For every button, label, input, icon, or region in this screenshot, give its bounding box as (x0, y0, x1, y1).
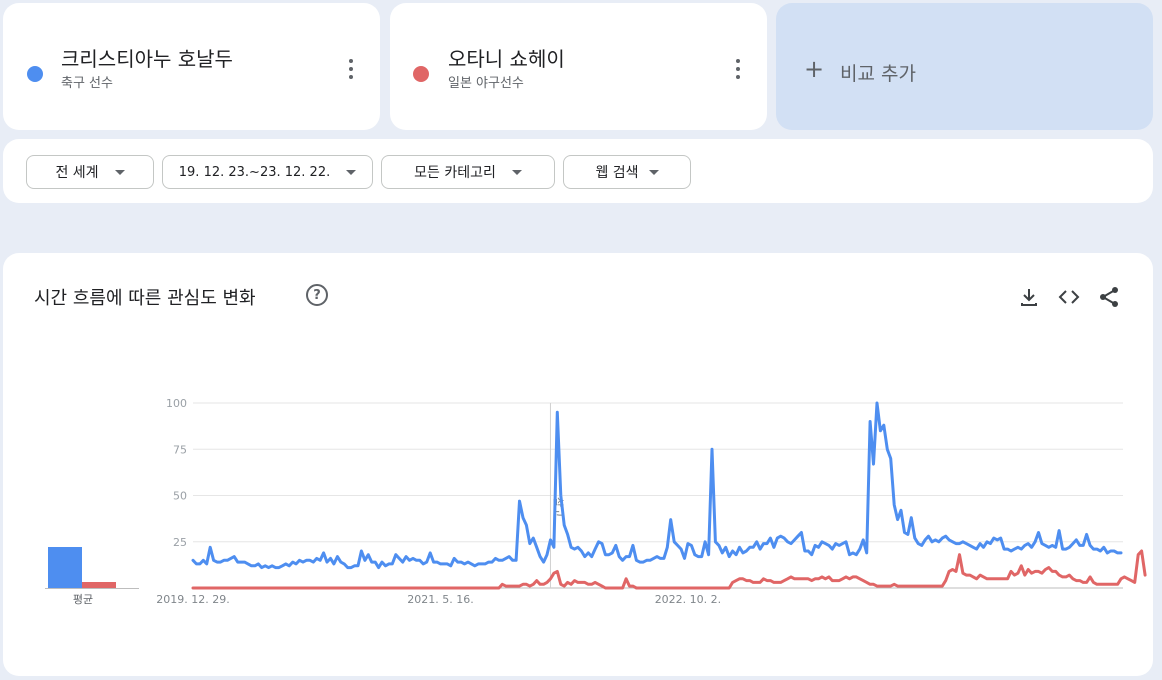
add-comparison-label: 비교 추가 (840, 63, 916, 85)
category-dropdown[interactable]: 모든 카테고리 (381, 155, 555, 189)
term-subtitle: 일본 야구선수 (448, 76, 524, 91)
dropdown-arrow-icon (648, 169, 659, 175)
average-baseline (45, 588, 139, 589)
dropdown-arrow-icon (114, 169, 125, 175)
y-tick-label: 100 (166, 397, 187, 410)
more-vert-icon[interactable] (343, 57, 359, 81)
time-range-dropdown[interactable]: 19. 12. 23.~23. 12. 22. (162, 155, 373, 189)
dropdown-arrow-icon (511, 169, 522, 175)
x-tick-label: 2022. 10. 2. (655, 593, 721, 606)
plus-icon: + (804, 55, 825, 83)
category-label: 모든 카테고리 (414, 165, 496, 181)
x-tick-label: 2021. 5. 16. (407, 593, 473, 606)
time-range-label: 19. 12. 23.~23. 12. 22. (178, 164, 331, 180)
share-icon[interactable] (1098, 286, 1120, 308)
embed-code-icon[interactable] (1058, 286, 1080, 308)
more-vert-icon[interactable] (730, 57, 746, 81)
term-name[interactable]: 오타니 쇼헤이 (448, 47, 565, 71)
add-comparison-button[interactable]: + 비교 추가 (776, 3, 1153, 130)
average-bar-ronaldo (48, 547, 82, 588)
term-color-dot (27, 66, 43, 82)
x-tick-label: 2019. 12. 29. (156, 593, 229, 606)
search-type-label: 웹 검색 (595, 165, 639, 181)
help-icon[interactable]: ? (306, 284, 328, 306)
y-tick-label: 50 (173, 490, 187, 503)
term-name[interactable]: 크리스티아누 호날두 (61, 47, 233, 71)
y-tick-label: 25 (173, 536, 187, 549)
average-label: 평균 (72, 593, 94, 606)
region-dropdown[interactable]: 전 세계 (26, 155, 154, 189)
series-line-ronaldo (191, 401, 1123, 570)
term-card-ronaldo[interactable]: 크리스티아누 호날두 축구 선수 (3, 3, 380, 130)
trend-line-chart: 100 75 50 25 2019. 12. 29. 2021. 5. 16. 2022. … (156, 397, 1147, 606)
filter-bar: 전 세계 19. 12. 23.~23. 12. 22. 모든 카테고리 웹 검… (3, 139, 1153, 203)
chart-title: 시간 흐름에 따른 관심도 변화 (34, 288, 256, 309)
interest-over-time-card: 시간 흐름에 따른 관심도 변화 ? 평균 100 75 50 25 2019. 12.… (3, 253, 1153, 676)
download-icon[interactable] (1018, 286, 1040, 308)
dropdown-arrow-icon (346, 169, 357, 175)
series-line-ohtani (191, 549, 1147, 590)
y-tick-label: 75 (173, 443, 187, 456)
term-color-dot (413, 66, 429, 82)
search-type-dropdown[interactable]: 웹 검색 (563, 155, 691, 189)
region-label: 전 세계 (55, 165, 99, 181)
term-card-ohtani[interactable]: 오타니 쇼헤이 일본 야구선수 (390, 3, 767, 130)
term-subtitle: 축구 선수 (61, 76, 113, 91)
average-bar-ohtani (82, 582, 116, 588)
